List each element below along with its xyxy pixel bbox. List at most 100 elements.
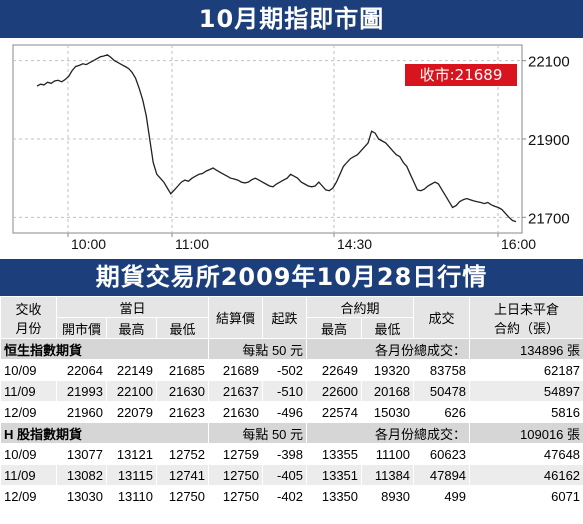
table-cell: 22149 <box>106 359 157 381</box>
table-cell: 12750 <box>155 485 210 507</box>
table-title: 期貨交易所2009年10月28日行情 <box>0 259 583 296</box>
section-total: 109016 張 <box>469 422 583 444</box>
y-tick-label: 21700 <box>528 210 570 227</box>
table-cell: 20168 <box>361 380 415 402</box>
table-cell: 21685 <box>155 359 210 381</box>
table-cell: 12752 <box>155 443 210 465</box>
header-low: 最低 <box>155 317 210 339</box>
table-cell: 13351 <box>306 464 363 486</box>
price-line <box>36 54 517 223</box>
table-cell: 12750 <box>208 464 264 486</box>
table-cell: 21993 <box>56 380 107 402</box>
table-cell: 22574 <box>306 401 363 423</box>
table-cell: 22079 <box>106 401 157 423</box>
header-high: 最高 <box>106 317 157 339</box>
x-tick-label: 10:00 <box>71 236 106 252</box>
table-cell: -398 <box>262 443 308 465</box>
table-cell: -405 <box>262 464 308 486</box>
table-cell: 13355 <box>306 443 363 465</box>
header-contract-period: 合約期 <box>306 296 415 318</box>
table-cell: 11/09 <box>0 464 57 486</box>
close-label: 收市:21689 <box>420 66 503 84</box>
header-delivery: 交收 月份 <box>0 296 57 339</box>
table-cell: 83758 <box>413 359 471 381</box>
table-cell: 54897 <box>469 380 583 402</box>
table-cell: 5816 <box>469 401 583 423</box>
section-total-label: 各月份總成交： <box>306 338 471 360</box>
table-cell: 12759 <box>208 443 264 465</box>
table-cell: 626 <box>413 401 471 423</box>
table-cell: 13115 <box>106 464 157 486</box>
table-cell: 13121 <box>106 443 157 465</box>
table-cell: 10/09 <box>0 443 57 465</box>
header-period-high: 最高 <box>306 317 363 339</box>
table-cell: 22649 <box>306 359 363 381</box>
section-total: 134896 張 <box>469 338 583 360</box>
table-row: 10/09 22064 22149 21685 21689 -502 22649 19320 8… <box>0 359 583 381</box>
header-row-2: 開市價 最高 最低 最高 最低 <box>1 317 583 339</box>
table-cell: 8930 <box>361 485 415 507</box>
table-cell: 15030 <box>361 401 415 423</box>
table-cell: 47894 <box>413 464 471 486</box>
section-unit: 每點 50 元 <box>208 422 308 444</box>
close-label-box <box>405 64 517 86</box>
table-cell: -502 <box>262 359 308 381</box>
x-tick-label: 14:30 <box>337 236 372 252</box>
table-row: 11/09 21993 22100 21630 21637 -510 22600 20168 5… <box>0 380 583 402</box>
table-cell: 21960 <box>56 401 107 423</box>
table-cell: 13350 <box>306 485 363 507</box>
y-tick-label: 22100 <box>528 54 570 71</box>
table-cell: 62187 <box>469 359 583 381</box>
section-row: H 股指數期貨 每點 50 元各月份總成交： 109016 張 <box>0 422 583 444</box>
table-cell: 46162 <box>469 464 583 486</box>
section-total-label: 各月份總成交： <box>306 422 471 444</box>
table-row: 11/09 13082 13115 12741 12750 -405 13351 11384 4… <box>0 464 583 486</box>
table-cell: 50478 <box>413 380 471 402</box>
table-cell: -402 <box>262 485 308 507</box>
header-volume: 成交 <box>413 296 471 339</box>
section-name: H 股指數期貨 <box>0 422 210 444</box>
table-cell: 22100 <box>106 380 157 402</box>
table-cell: 12741 <box>155 464 210 486</box>
table-cell: 12/09 <box>0 485 57 507</box>
section-name: 恒生指數期貨 <box>0 338 210 360</box>
intraday-chart-svg: 22100 21900 21700 10:00 11:00 14:30 16:00 收市:21… <box>12 44 570 252</box>
header-today: 當日 <box>55 296 210 318</box>
table-cell: 12750 <box>208 485 264 507</box>
table-cell: 11100 <box>361 443 415 465</box>
intraday-chart: 22100 21900 21700 10:00 11:00 14:30 16:00 收市:21… <box>0 38 583 259</box>
table-cell: 21630 <box>208 401 264 423</box>
table-cell: 11384 <box>361 464 415 486</box>
table-row: 12/09 13030 13110 12750 12750 -402 13350 8930 49… <box>0 485 583 507</box>
table-cell: 12/09 <box>0 401 57 423</box>
chart-title: 10月期指即市圖 <box>0 0 583 38</box>
table-cell: 13082 <box>56 464 107 486</box>
table-cell: 22064 <box>56 359 107 381</box>
table-cell: 21689 <box>208 359 264 381</box>
x-tick-label: 16:00 <box>501 236 536 252</box>
header-change: 起跌 <box>262 296 308 339</box>
table-cell: -496 <box>262 401 308 423</box>
table-cell: 10/09 <box>0 359 57 381</box>
table-cell: 22600 <box>306 380 363 402</box>
section-row: 恒生指數期貨 每點 50 元各月份總成交： 134896 張 <box>0 338 583 360</box>
table-cell: 21623 <box>155 401 210 423</box>
table-cell: 499 <box>413 485 471 507</box>
header-row-1: 交收 月份 當日 結算價 起跌 合約期 成交 上日未平倉 合約（張） <box>0 296 583 339</box>
x-tick-label: 11:00 <box>175 236 209 252</box>
table-cell: 60623 <box>413 443 471 465</box>
table-cell: 21630 <box>155 380 210 402</box>
table-cell: 19320 <box>361 359 415 381</box>
table-cell: 21637 <box>208 380 264 402</box>
header-open-interest: 上日未平倉 合約（張） <box>469 296 583 339</box>
section-unit: 每點 50 元 <box>208 338 308 360</box>
header-settlement: 結算價 <box>208 296 264 339</box>
table-cell: 47648 <box>469 443 583 465</box>
y-tick-label: 21900 <box>528 132 570 149</box>
futures-table: 交收 月份 當日 結算價 起跌 合約期 成交 上日未平倉 合約（張） 開市價 最高 … <box>0 296 583 507</box>
header-period-low: 最低 <box>361 317 415 339</box>
header-open: 開市價 <box>56 317 107 339</box>
table-cell: 13110 <box>106 485 157 507</box>
table-cell: 11/09 <box>0 380 57 402</box>
table-cell: 6071 <box>469 485 583 507</box>
